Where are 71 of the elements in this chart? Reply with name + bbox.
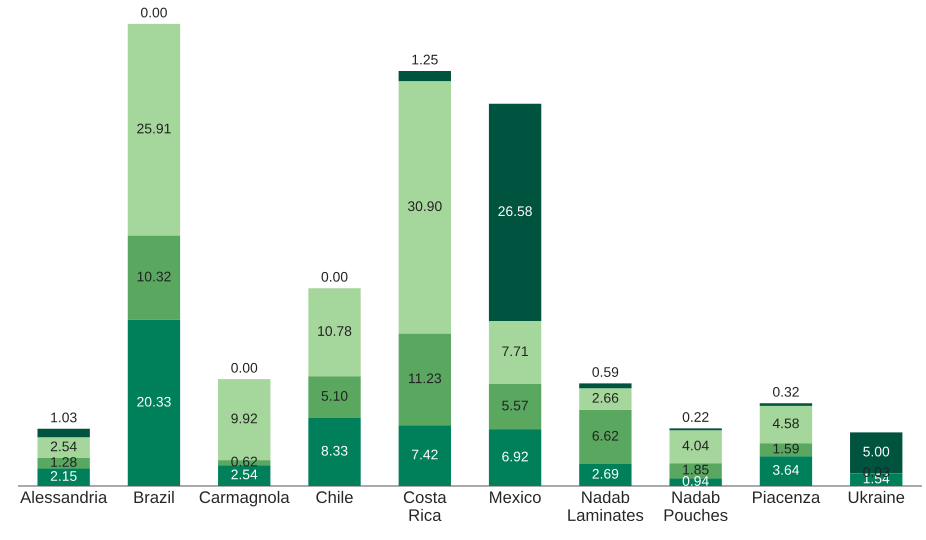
bar <box>308 418 361 486</box>
data-label: 5.00 <box>863 446 890 456</box>
x-tick-label: Alessandria <box>20 490 108 504</box>
data-label: 1.28 <box>51 457 77 467</box>
data-label: 7.71 <box>502 346 528 356</box>
data-label: 2.54 <box>50 441 77 452</box>
bar <box>579 388 632 410</box>
bar <box>308 376 361 418</box>
bar <box>669 430 722 464</box>
data-label: 0.32 <box>772 386 799 397</box>
bar <box>128 24 180 236</box>
data-label: 11.23 <box>408 373 442 384</box>
bar <box>398 81 451 334</box>
data-label: 0.00 <box>140 8 167 18</box>
bar <box>488 320 542 384</box>
data-label: 10.32 <box>138 272 171 282</box>
bar <box>579 464 632 486</box>
data-label: 0.59 <box>592 367 618 377</box>
bar <box>37 437 90 458</box>
data-label: 25.91 <box>137 124 171 134</box>
x-tick-label: Mexico <box>490 490 541 504</box>
x-tick-label: Nadab Laminates <box>568 490 644 522</box>
data-label: 0.00 <box>322 272 348 282</box>
data-label: 8.33 <box>322 446 348 456</box>
data-label: 0.94 <box>682 476 709 486</box>
bar <box>760 456 812 486</box>
x-tick-label: Brazil <box>134 490 174 504</box>
x-tick-label: Carmagnola <box>200 490 290 506</box>
data-label: 6.62 <box>592 430 618 441</box>
bar <box>760 406 812 444</box>
bar <box>488 384 542 430</box>
data-label: 2.66 <box>592 392 618 403</box>
bar <box>218 465 270 486</box>
x-tick-label: Piacenza <box>753 490 820 504</box>
data-label: 1.59 <box>773 444 799 454</box>
bar <box>579 410 632 464</box>
bar <box>488 104 542 321</box>
data-label: 5.10 <box>322 391 348 401</box>
data-label: 3.64 <box>772 465 800 475</box>
bar <box>398 425 451 486</box>
data-label: 5.57 <box>502 400 528 410</box>
bar <box>398 70 451 82</box>
data-label: 6.92 <box>502 452 528 462</box>
data-label: 0.00 <box>231 362 258 373</box>
data-label: 1.03 <box>51 412 77 422</box>
data-label: 10.78 <box>318 326 352 336</box>
data-label: 1.85 <box>683 464 709 474</box>
data-label: 1.25 <box>412 54 438 65</box>
data-label: 2.69 <box>592 468 618 479</box>
data-label: 4.58 <box>772 418 799 428</box>
bar <box>128 320 180 486</box>
bar <box>308 288 361 376</box>
data-label: 2.15 <box>50 471 77 481</box>
bar <box>488 429 542 486</box>
bar <box>398 334 451 426</box>
data-label: 26.58 <box>498 206 532 216</box>
data-label: 2.54 <box>231 470 258 480</box>
bar <box>128 236 180 320</box>
data-label: 0.22 <box>682 412 708 422</box>
data-label: 9.92 <box>231 414 258 424</box>
x-tick-label: Ukraine <box>848 490 904 504</box>
data-label: 7.42 <box>412 450 438 460</box>
data-label: 4.04 <box>682 440 709 450</box>
x-tick-label: Costa Rica <box>404 491 447 522</box>
bar <box>579 383 632 388</box>
bar <box>37 428 90 438</box>
bar <box>760 403 812 406</box>
data-label: 30.90 <box>408 201 442 212</box>
x-tick-label: Nadab Pouches <box>664 490 728 522</box>
x-tick-label: Chile <box>316 490 353 504</box>
data-label: 20.33 <box>137 396 171 407</box>
